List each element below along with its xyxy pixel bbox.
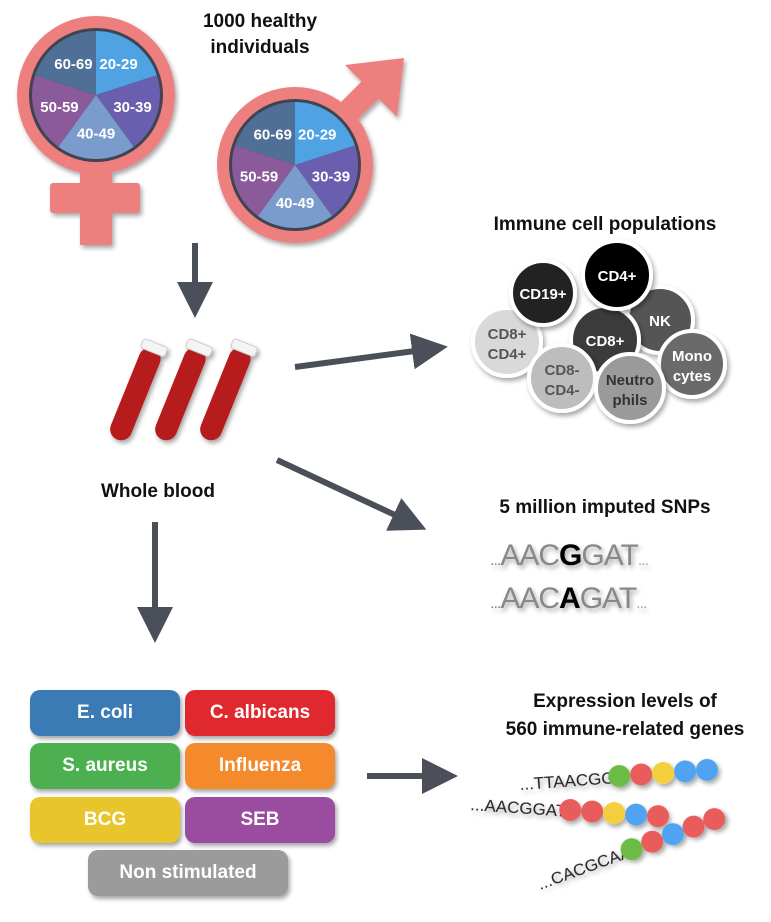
- stimulus-bcg: BCG: [30, 797, 180, 843]
- snp-allele-1: G: [559, 539, 581, 572]
- immune-cell: Neutro phils: [594, 352, 666, 424]
- stimulus-seb: SEB: [185, 797, 335, 843]
- pie-slice-30-39: [295, 145, 358, 216]
- stimulus-c-albicans: C. albicans: [185, 690, 335, 736]
- pie-slice-20-29: [96, 31, 157, 95]
- snp-sequence-2: ...AACAGAT...: [490, 582, 647, 615]
- female-age-pie: 20-29 30-39 40-49 50-59 60-69: [29, 28, 163, 162]
- stimulus-influenza: Influenza: [185, 743, 335, 789]
- expression-bead: [647, 805, 670, 828]
- cell-label-2: CD4-: [544, 382, 579, 399]
- cohort-title-line2: individuals: [210, 37, 309, 58]
- immune-cell: Mono cytes: [657, 329, 727, 399]
- expression-bead: [559, 798, 582, 821]
- arrow-blood-to-snps: [275, 457, 427, 531]
- expression-bead: [608, 765, 631, 788]
- age-group-label: 20-29: [99, 56, 137, 73]
- cell-label: CD8-: [544, 362, 579, 379]
- male-age-pie: 20-29 30-39 40-49 50-59 60-69: [229, 99, 361, 231]
- cell-label: CD19+: [519, 286, 566, 303]
- age-group-label: 60-69: [254, 126, 292, 143]
- cell-label: NK: [649, 313, 671, 330]
- cell-label: Mono: [672, 348, 712, 365]
- whole-blood-label: Whole blood: [101, 481, 215, 502]
- immune-cell: CD19+: [509, 259, 577, 327]
- flow-arrows: [137, 243, 458, 794]
- expression-bead: [581, 800, 604, 823]
- expression-bead: [674, 760, 697, 783]
- immune-cells-title: Immune cell populations: [494, 214, 717, 235]
- age-group-label: 50-59: [240, 169, 278, 186]
- age-group-label: 40-49: [77, 125, 115, 142]
- snp-sequence-1: ...AACGGAT...: [490, 539, 648, 572]
- age-group-label: 50-59: [40, 99, 78, 116]
- cell-label: CD8+: [586, 333, 625, 350]
- immune-cell: CD8+ CD4+: [471, 306, 543, 378]
- expression-reads: ...TTAACGG...AACGGAT ...CACGCAA: [470, 758, 726, 894]
- expression-bead: [641, 830, 664, 853]
- age-group-label: 40-49: [276, 195, 314, 212]
- expression-read: ...TTAACGG: [519, 758, 719, 794]
- read-sequence: ...CACGCAA: [535, 842, 634, 894]
- arrow-blood-to-cells: [294, 333, 448, 370]
- pie-slice-30-39: [96, 75, 161, 147]
- cohort-title-line1: 1000 healthy: [203, 11, 317, 32]
- cell-label: CD8+: [488, 326, 527, 343]
- expression-bead: [696, 758, 719, 781]
- expression-title-line2: 560 immune-related genes: [506, 719, 745, 740]
- age-group-label: 60-69: [54, 56, 92, 73]
- expression-bead: [625, 803, 648, 826]
- pie-slice-60-69: [35, 31, 96, 95]
- stimulus-e-coli: E. coli: [30, 690, 180, 736]
- read-sequence: ...TTAACGG: [519, 768, 615, 794]
- immune-cell-cluster: CD8+ CD4+ CD19+ NK CD8+ CD4+ CD8- CD4- Mono cytes…: [471, 239, 727, 424]
- blood-tubes-icon: [110, 338, 258, 441]
- pie-slice-40-49: [58, 95, 134, 159]
- age-group-label: 30-39: [312, 169, 350, 186]
- stimulus-non-stimulated: Non stimulated: [88, 850, 288, 896]
- expression-bead: [682, 815, 705, 838]
- immune-cell: CD4+: [581, 239, 653, 311]
- cell-label-2: cytes: [673, 368, 711, 385]
- expression-bead: [661, 823, 684, 846]
- pie-slice-50-59: [32, 75, 96, 147]
- pie-slice-20-29: [295, 102, 355, 165]
- expression-bead: [652, 761, 675, 784]
- stimulus-s-aureus: S. aureus: [30, 743, 180, 789]
- cell-label: CD4+: [598, 268, 637, 285]
- expression-bead: [620, 838, 643, 861]
- snp-allele-2: A: [559, 582, 580, 615]
- pie-slice-60-69: [235, 102, 295, 165]
- pie-slice-40-49: [257, 165, 333, 228]
- cell-label: Neutro: [606, 372, 654, 389]
- expression-read: ...AACGGAT: [470, 795, 670, 828]
- cell-label-2: CD4+: [488, 346, 527, 363]
- age-group-label: 30-39: [113, 99, 151, 116]
- expression-bead: [630, 763, 653, 786]
- snps-title: 5 million imputed SNPs: [499, 497, 710, 518]
- immune-cell: CD8- CD4-: [527, 343, 597, 413]
- expression-bead: [703, 808, 726, 831]
- expression-bead: [603, 802, 626, 825]
- expression-title-line1: Expression levels of: [533, 691, 717, 712]
- age-group-label: 20-29: [298, 126, 336, 143]
- cell-label-2: phils: [612, 392, 647, 409]
- pie-slice-50-59: [232, 145, 295, 216]
- read-sequence: ...AACGGAT: [470, 795, 567, 821]
